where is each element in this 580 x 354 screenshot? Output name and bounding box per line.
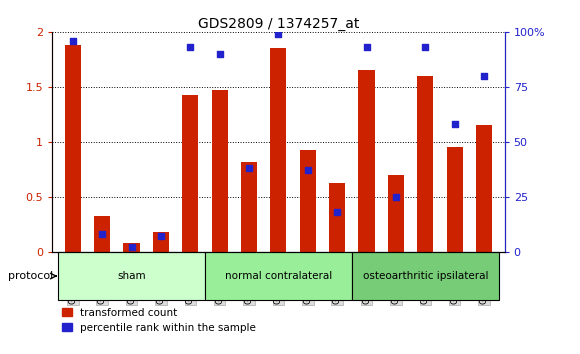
Bar — [212, 90, 228, 252]
Point — [186, 45, 195, 50]
Point — [480, 73, 489, 79]
Text: osteoarthritic ipsilateral: osteoarthritic ipsilateral — [362, 271, 488, 281]
Legend: transformed count, percentile rank within the sample: transformed count, percentile rank withi… — [57, 303, 260, 337]
Bar — [388, 175, 404, 252]
Bar — [300, 149, 316, 252]
Bar — [358, 70, 375, 252]
Bar — [417, 76, 433, 252]
Bar — [476, 125, 492, 252]
Bar — [447, 147, 463, 252]
Point — [97, 232, 107, 237]
Point — [127, 245, 136, 250]
Text: protocol: protocol — [8, 271, 53, 281]
Bar — [94, 216, 110, 252]
Point — [392, 194, 401, 200]
Point — [244, 165, 253, 171]
Text: normal contralateral: normal contralateral — [225, 271, 332, 281]
Point — [332, 210, 342, 215]
Bar — [329, 183, 345, 252]
Point — [68, 38, 77, 44]
Point — [303, 167, 313, 173]
Bar — [352, 252, 499, 300]
Point — [362, 45, 371, 50]
Bar — [65, 45, 81, 252]
Point — [156, 234, 165, 239]
Point — [274, 31, 283, 37]
Bar — [270, 48, 287, 252]
Point — [420, 45, 430, 50]
Bar — [153, 232, 169, 252]
Point — [215, 51, 224, 57]
Text: sham: sham — [117, 271, 146, 281]
Bar — [205, 252, 352, 300]
Bar — [241, 162, 257, 252]
Title: GDS2809 / 1374257_at: GDS2809 / 1374257_at — [198, 17, 359, 31]
Bar — [124, 243, 140, 252]
Bar — [182, 95, 198, 252]
Point — [450, 121, 459, 127]
Bar — [58, 252, 205, 300]
